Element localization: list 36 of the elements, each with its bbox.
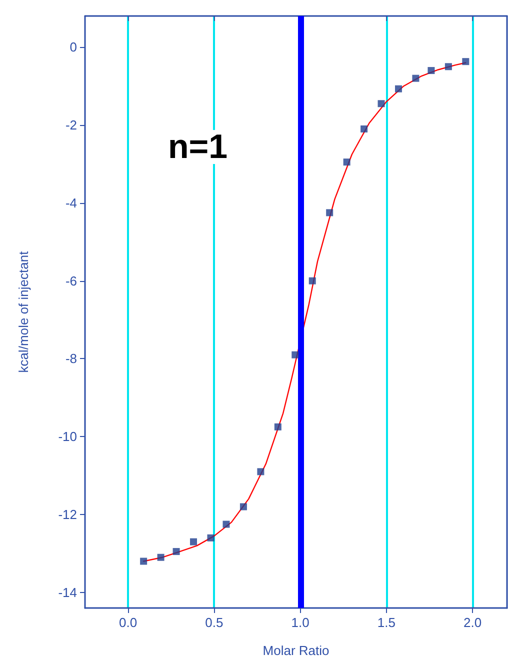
x-tick-label: 1.0 — [291, 615, 310, 630]
point — [360, 125, 368, 132]
point — [412, 74, 420, 82]
point — [140, 558, 148, 565]
y-tick-label: -10 — [58, 429, 77, 444]
point — [240, 503, 247, 510]
y-tick-label: -12 — [58, 507, 77, 522]
point — [326, 209, 334, 216]
point — [308, 277, 316, 284]
point — [343, 158, 350, 166]
point — [172, 548, 180, 556]
y-tick-label: -2 — [65, 118, 77, 133]
x-axis-title: Molar Ratio — [262, 643, 330, 658]
y-tick-label: -6 — [65, 273, 77, 288]
point — [292, 351, 299, 358]
point — [157, 554, 164, 561]
y-tick-label: 0 — [70, 40, 77, 55]
annotation: n=1 — [168, 128, 228, 166]
point — [190, 538, 198, 546]
x-tick-label: 0.0 — [119, 615, 138, 630]
point — [207, 534, 214, 542]
y-axis-title: kcal/mole of injectant — [16, 250, 31, 373]
point — [462, 58, 470, 66]
y-tick-label: -14 — [58, 584, 77, 600]
point — [257, 468, 264, 476]
point — [274, 423, 282, 430]
point — [444, 63, 452, 70]
x-tick-label: 1.5 — [377, 615, 396, 630]
point — [378, 100, 385, 108]
y-tick-label: -8 — [65, 351, 77, 366]
x-tick-label: 0.5 — [205, 615, 224, 630]
point — [394, 85, 402, 92]
y-tick-label: -4 — [65, 195, 77, 210]
point — [222, 520, 230, 528]
x-tick-label: 2.0 — [464, 615, 482, 630]
point — [428, 67, 435, 74]
